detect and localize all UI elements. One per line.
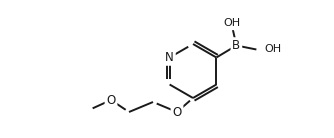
Text: B: B — [232, 39, 240, 52]
Text: OH: OH — [265, 44, 282, 55]
Text: O: O — [106, 94, 116, 107]
Text: O: O — [172, 105, 182, 119]
Text: N: N — [165, 51, 174, 64]
Text: OH: OH — [224, 18, 241, 29]
